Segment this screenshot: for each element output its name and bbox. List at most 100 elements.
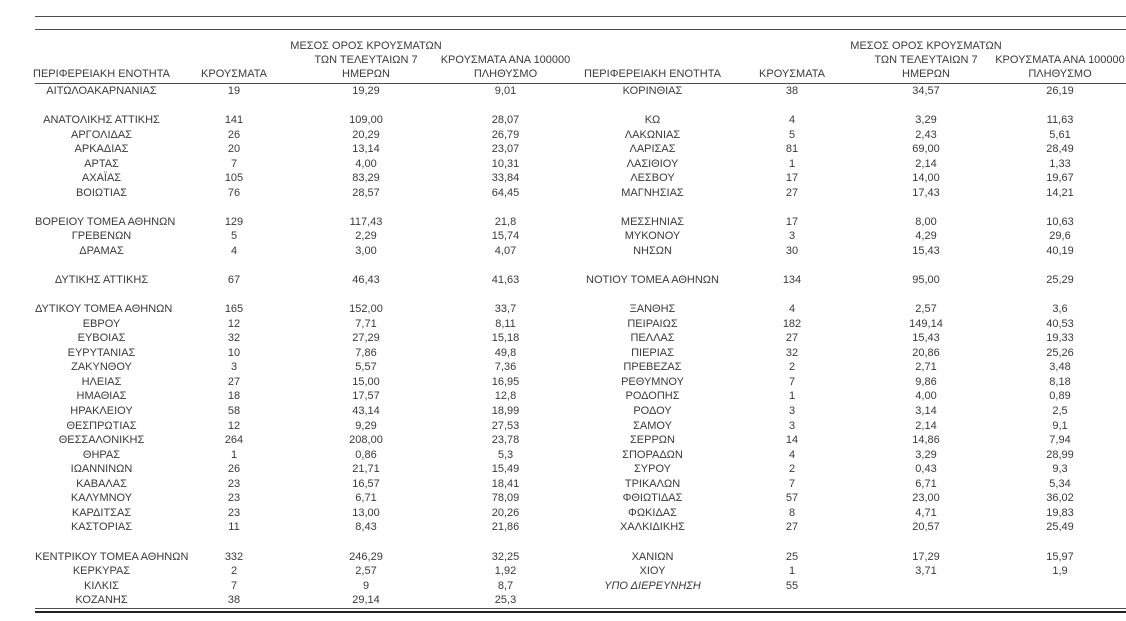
value-cell [858, 593, 994, 608]
value-cell: 55 [785, 579, 799, 592]
table-header-row: ΠΕΡΙΦΕΡΕΙΑΚΗ ΕΝΟΤΗΤΑ ΚΡΟΥΣΜΑΤΑ ΜΕΣΟΣ ΟΡΟ… [33, 30, 1126, 84]
value-cell [994, 259, 1126, 274]
value-cell [858, 200, 994, 215]
region-cell [579, 99, 726, 114]
value-cell: 15,00 [352, 375, 380, 388]
region-cell [579, 200, 726, 215]
table-row: ΑΡΤΑΣ 7 4,00 10,31 ΛΑΣΙΘΙΟΥ 1 2,14 1,33 [35, 157, 1126, 172]
value-cell: 6,71 [915, 477, 937, 490]
table-row: ΑΡΚΑΔΙΑΣ 20 13,14 23,07 ΛΑΡΙΣΑΣ 81 69,00 28,49 [35, 142, 1126, 157]
table-row: ΕΥΒΟΙΑΣ 32 27,29 15,18 ΠΕΛΛΑΣ 27 15,43 19,33 [35, 331, 1126, 346]
value-cell: 20,86 [912, 346, 940, 359]
value-cell: 14 [785, 434, 799, 447]
value-cell: 109,00 [349, 114, 383, 127]
value-cell: 40,53 [1046, 317, 1074, 330]
region-cell: ΚΟΡΙΝΘΙΑΣ [622, 85, 683, 97]
value-cell: 332 [224, 550, 244, 563]
region-cell: ΘΕΣΣΑΛΟΝΙΚΗΣ [58, 434, 145, 447]
table-row: ΚΕΡΚΥΡΑΣ 2 2,57 1,92 ΧΙΟΥ 1 3,71 1,9 [35, 564, 1126, 579]
table-row: ΚΑΡΔΙΤΣΑΣ 23 13,00 20,26 ΦΩΚΙΔΑΣ 8 4,71 19,83 [35, 506, 1126, 521]
value-cell: 9 [362, 579, 370, 592]
value-cell: 7,86 [355, 346, 377, 359]
region-cell: ΕΒΡΟΥ [82, 317, 121, 330]
value-cell: 7 [230, 579, 238, 592]
value-cell: 83,29 [352, 172, 380, 185]
value-cell: 78,09 [491, 492, 520, 505]
value-cell: 20 [227, 143, 241, 156]
bottom-thick-rule [35, 610, 1126, 614]
value-cell: 32 [785, 346, 799, 359]
value-cell: 14,86 [912, 434, 940, 447]
value-cell: 43,14 [352, 405, 380, 418]
value-cell: 15,97 [1046, 550, 1074, 563]
value-cell: 23,78 [491, 434, 520, 447]
value-cell: 5,34 [1049, 477, 1071, 490]
value-cell: 0,43 [915, 463, 937, 476]
region-cell [35, 200, 168, 215]
value-cell: 182 [782, 317, 802, 330]
region-cell: ΦΩΚΙΔΑΣ [628, 506, 677, 519]
region-cell: ΑΡΚΑΔΙΑΣ [74, 143, 129, 156]
region-cell: ΕΥΡΥΤΑΝΙΑΣ [67, 346, 136, 359]
value-cell: 2,29 [355, 230, 377, 243]
value-cell: 28,07 [491, 114, 520, 127]
region-cell [35, 288, 168, 303]
region-cell: ΖΑΚΥΝΘΟΥ [71, 361, 132, 374]
value-cell: 8,18 [1049, 375, 1071, 388]
region-cell: ΒΟΙΩΤΙΑΣ [75, 186, 128, 199]
region-cell: ΜΥΚΟΝΟΥ [624, 230, 681, 243]
value-cell: 9,1 [1052, 419, 1068, 432]
value-cell: 28,49 [1046, 143, 1074, 156]
value-cell [994, 579, 1126, 594]
value-cell: 30 [785, 245, 799, 258]
value-cell: 10,31 [491, 157, 520, 170]
value-cell: 17,57 [352, 390, 380, 403]
value-cell: 3 [230, 361, 238, 374]
table-row: ΔΥΤΙΚΗΣ ΑΤΤΙΚΗΣ 67 46,43 41,63 ΝΟΤΙΟΥ ΤΟΜΕΑ … [35, 273, 1126, 288]
value-cell: 28,99 [1046, 448, 1074, 461]
value-cell: 105 [224, 172, 244, 185]
value-cell: 23,07 [491, 143, 520, 156]
value-cell: 208,00 [349, 434, 383, 447]
value-cell [726, 200, 858, 215]
value-cell: 19,83 [1046, 506, 1074, 519]
value-cell: 13,00 [352, 506, 380, 519]
table-row: ΑΡΓΟΛΙΔΑΣ 26 20,29 26,79 ΛΑΚΩΝΙΑΣ 5 2,43 5,61 [35, 128, 1126, 143]
region-cell: ΣΑΜΟΥ [633, 419, 672, 432]
header-cases-left: ΚΡΟΥΣΜΑΤΑ [201, 68, 267, 80]
value-cell: 27 [227, 375, 241, 388]
value-cell: 141 [224, 114, 244, 127]
table-row: ΑΝΑΤΟΛΙΚΗΣ ΑΤΤΙΚΗΣ 141 109,00 28,07 ΚΩ 4 3,29 1… [35, 113, 1126, 128]
value-cell: 117,43 [349, 215, 383, 228]
value-cell: 0,86 [355, 448, 377, 461]
value-cell: 15,43 [912, 245, 940, 258]
region-cell [35, 535, 168, 550]
value-cell: 23 [227, 477, 241, 490]
value-cell: 19 [227, 85, 241, 97]
value-cell: 5 [230, 230, 238, 243]
value-cell: 33,7 [494, 303, 517, 316]
header-per-100000-left: ΚΡΟΥΣΜΑΤΑ ΑΝΑ 100000 ΠΛΗΘΥΣΜΟ [440, 54, 571, 80]
value-cell [994, 288, 1126, 303]
value-cell: 2,71 [915, 361, 937, 374]
value-cell: 7,36 [494, 361, 517, 374]
value-cell: 38 [227, 594, 241, 607]
region-cell: ΡΟΔΟΥ [633, 405, 672, 418]
value-cell: 25,49 [1046, 521, 1074, 534]
region-cell: ΠΕΛΛΑΣ [630, 332, 675, 345]
value-cell: 4 [788, 303, 796, 316]
region-cell: ΦΘΙΩΤΙΔΑΣ [622, 492, 683, 505]
table-row: ΚΙΛΚΙΣ 7 9 8,7 ΥΠΟ ΔΙΕΡΕΥΝΗΣΗ 55 [35, 579, 1126, 594]
region-cell: ΔΥΤΙΚΗΣ ΑΤΤΙΚΗΣ [54, 274, 149, 287]
value-cell: 18 [227, 390, 241, 403]
table-row: ΗΛΕΙΑΣ 27 15,00 16,95 ΡΕΘΥΜΝΟΥ 7 9,86 8,18 [35, 375, 1126, 390]
region-cell: ΗΡΑΚΛΕΙΟΥ [70, 405, 133, 418]
value-cell [994, 200, 1126, 215]
value-cell: 3 [788, 230, 796, 243]
value-cell: 8,11 [495, 317, 516, 330]
value-cell [168, 535, 300, 550]
value-cell: 17,29 [912, 550, 940, 563]
table-row [35, 99, 1126, 114]
value-cell: 26 [227, 128, 241, 141]
value-cell: 27 [785, 332, 799, 345]
